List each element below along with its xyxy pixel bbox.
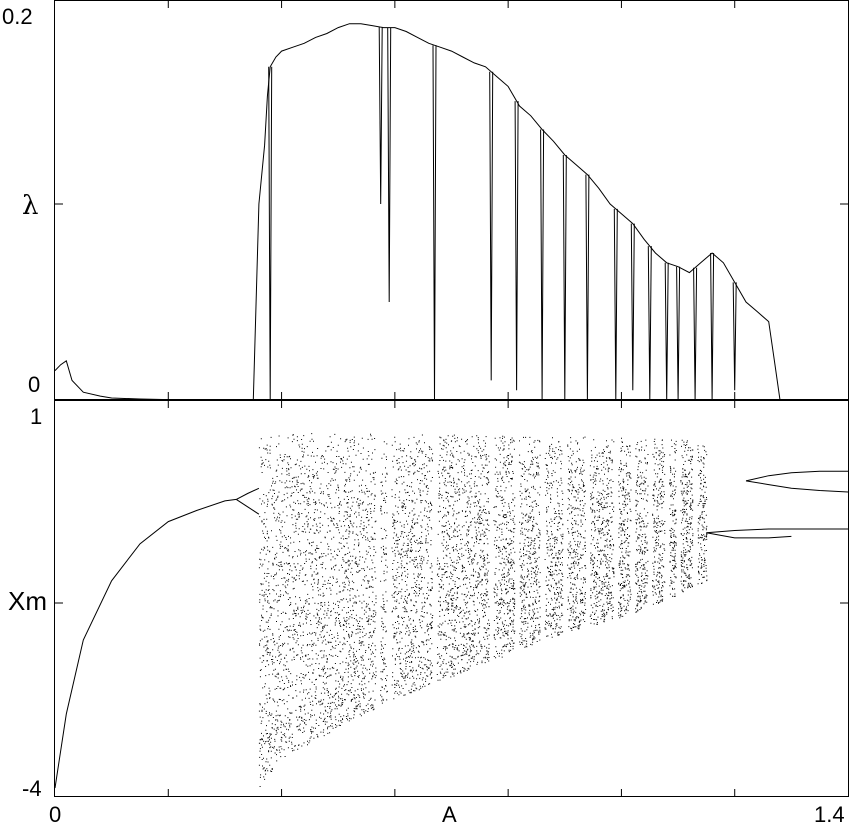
bifurcation-branch — [745, 480, 849, 493]
bifurcation-branch — [706, 528, 848, 534]
lyapunov-dip — [432, 45, 437, 401]
top-y-axis-label: λ — [22, 191, 38, 221]
lyapunov-dip — [613, 208, 618, 401]
lyapunov-dip — [562, 154, 567, 401]
lyapunov-dip — [693, 267, 698, 401]
lyapunov-dip — [664, 262, 669, 401]
bottom-panel-frame — [54, 400, 849, 797]
lyapunov-dip — [540, 129, 545, 401]
bifurcation-plot — [54, 433, 849, 789]
x-axis-label: A — [442, 802, 457, 825]
bifurcation-branch — [54, 498, 237, 789]
lyapunov-dip — [647, 246, 652, 401]
lyapunov-plot — [54, 23, 848, 401]
lyapunov-dip — [710, 252, 715, 401]
x-tick-label-min: 0 — [49, 802, 61, 825]
lyapunov-dip — [514, 101, 519, 391]
lyapunov-dip — [585, 174, 590, 401]
bifurcation-branch — [236, 487, 260, 500]
bottom-y-tick-label-max: 1 — [30, 404, 42, 429]
lyapunov-dip — [732, 282, 737, 391]
top-y-tick-label-min: 0 — [28, 372, 40, 397]
axis-ticks — [55, 0, 848, 797]
bifurcation-branch — [745, 470, 848, 482]
chaotic-band — [258, 433, 708, 787]
bifurcation-branch — [236, 498, 260, 515]
lyapunov-dip — [489, 71, 494, 381]
x-tick-label-max: 1.4 — [814, 802, 845, 825]
lyapunov-dip — [387, 27, 392, 303]
lyapunov-dip — [630, 223, 635, 391]
lyapunov-curve — [54, 23, 848, 401]
lyapunov-dip — [378, 27, 383, 205]
lyapunov-dip — [268, 66, 273, 401]
bottom-y-axis-label: Xm — [8, 586, 47, 616]
top-panel-frame — [54, 0, 849, 401]
bottom-y-tick-label-min: -4 — [22, 776, 42, 801]
lyapunov-dip — [676, 266, 681, 401]
bifurcation-branch — [706, 532, 792, 539]
top-y-tick-label-max: 0.2 — [2, 4, 33, 29]
